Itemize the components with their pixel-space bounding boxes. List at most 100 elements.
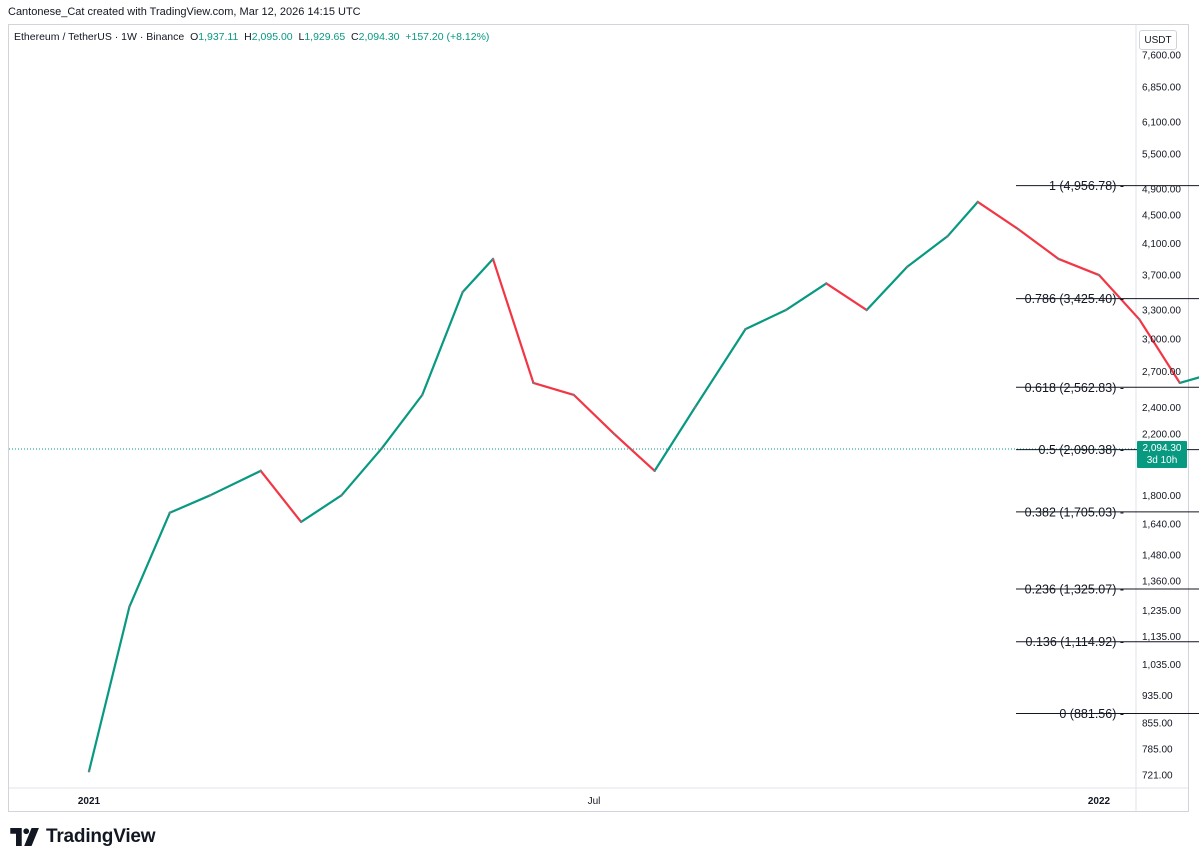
bar-countdown: 3d 10h (1146, 455, 1178, 466)
price-point (865, 308, 868, 312)
open-value: 1,937.11 (198, 31, 239, 43)
price-point (299, 520, 303, 524)
price-segment (572, 393, 616, 436)
fib-level-label: 0.618 (2,562.83) - (1025, 381, 1124, 395)
price-axis: 7,600.00 6,850.00 6,100.00 5,500.00 4,900.00… (1142, 51, 1181, 782)
price-segment (744, 308, 788, 331)
high-value: 2,095.00 (251, 31, 293, 43)
price-segment (87, 605, 131, 773)
time-tick-label: Jul (588, 796, 601, 807)
price-segment (905, 235, 949, 268)
price-point (946, 235, 949, 238)
price-point (340, 494, 343, 497)
price-point (1017, 227, 1020, 231)
price-path (9, 200, 1199, 773)
price-segment (340, 447, 383, 497)
price-segment (168, 494, 212, 514)
price-point (1057, 257, 1060, 261)
high-label: H (244, 31, 252, 43)
price-segment (1097, 273, 1141, 321)
price-segment (693, 328, 747, 409)
fib-level-label: 0.786 (3,425.40) - (1025, 292, 1124, 306)
price-segment (532, 381, 575, 396)
price-tick-label: 3,300.00 (1142, 306, 1181, 317)
price-segment (1178, 376, 1199, 385)
price-point (613, 432, 616, 436)
price-tick-label: 4,500.00 (1142, 211, 1181, 222)
chart-pane[interactable] (8, 24, 1189, 812)
tradingview-logo-icon (10, 828, 39, 846)
fib-level-label: 0.236 (1,325.07) - (1025, 582, 1124, 596)
price-point (421, 393, 424, 397)
fib-level-label: 1 (4,956.78) - (1049, 179, 1124, 193)
fib-level-label: 0.5 (2,090.38) - (1039, 443, 1124, 457)
price-tick-label: 1,035.00 (1142, 660, 1181, 671)
chart-caption: Cantonese_Cat created with TradingView.c… (8, 6, 361, 18)
price-tick-label: 785.00 (1142, 745, 1173, 756)
price-segment (259, 469, 303, 524)
brand-name: TradingView (46, 826, 156, 847)
price-point (259, 469, 262, 473)
fib-level-label: 0.136 (1,114.92) - (1026, 635, 1124, 649)
price-point (87, 770, 91, 773)
price-tick-label: 1,640.00 (1142, 519, 1181, 530)
price-tick-label: 1,360.00 (1142, 577, 1181, 588)
price-segment (461, 257, 495, 294)
price-point (532, 381, 535, 385)
price-point (128, 605, 131, 608)
time-tick-label: 2022 (1088, 796, 1111, 807)
tradingview-brand[interactable]: TradingView (10, 826, 156, 848)
price-segment (421, 290, 464, 396)
price-tick-label: 6,100.00 (1142, 118, 1181, 129)
price-point (744, 327, 747, 331)
price-point (653, 469, 656, 473)
last-price-value: 2,094.30 (1142, 443, 1182, 454)
price-tick-label: 4,900.00 (1142, 185, 1181, 196)
price-segment (784, 282, 828, 312)
price-point (1097, 273, 1101, 277)
close-label: C (351, 31, 359, 43)
price-point (905, 265, 909, 269)
price-tick-label: 2,400.00 (1142, 403, 1181, 414)
symbol-legend[interactable]: Ethereum / TetherUS · 1W · Binance O1,93… (14, 31, 489, 43)
close-value: 2,094.30 (358, 31, 400, 43)
price-point (1178, 381, 1182, 385)
price-tick-label: 935.00 (1142, 691, 1173, 702)
price-tick-label: 1,135.00 (1142, 632, 1181, 643)
price-point (693, 406, 697, 409)
price-point (491, 257, 495, 261)
price-tick-label: 2,200.00 (1142, 429, 1181, 440)
fib-level-label: 0.382 (1,705.03) - (1025, 505, 1124, 519)
price-point (1138, 318, 1141, 321)
price-segment (300, 494, 343, 524)
price-point (825, 282, 828, 285)
price-tick-label: 5,500.00 (1142, 149, 1181, 160)
price-segment (1138, 318, 1181, 385)
change-value: +157.20 (+8.12%) (405, 31, 490, 43)
currency-button[interactable]: USDT (1139, 30, 1177, 50)
open-label: O (190, 31, 199, 43)
price-segment (491, 257, 535, 385)
price-point (461, 290, 464, 294)
price-point (572, 393, 575, 397)
price-tick-label: 1,800.00 (1142, 491, 1181, 502)
price-segment (653, 406, 697, 472)
price-segment (380, 393, 424, 450)
fibonacci-retracement: 1 (4,956.78) - 0.786 (3,425.40) - 0.618 (2… (1016, 179, 1199, 721)
price-tick-label: 3,000.00 (1142, 335, 1181, 346)
price-tick-label: 855.00 (1142, 718, 1173, 729)
time-tick-label: 2021 (78, 796, 101, 807)
price-segment (825, 282, 868, 312)
price-segment (865, 265, 909, 312)
price-segment (946, 200, 979, 238)
price-tick-label: 1,480.00 (1142, 551, 1181, 562)
symbol-title: Ethereum / TetherUS · 1W · Binance (14, 31, 185, 43)
last-price-tag: 2,094.30 3d 10h (1137, 441, 1187, 468)
price-segment (128, 511, 171, 608)
price-segment (1017, 228, 1060, 261)
price-segment (1057, 257, 1101, 277)
price-point (976, 200, 979, 204)
price-tick-label: 2,700.00 (1142, 367, 1181, 378)
price-point (209, 494, 212, 497)
